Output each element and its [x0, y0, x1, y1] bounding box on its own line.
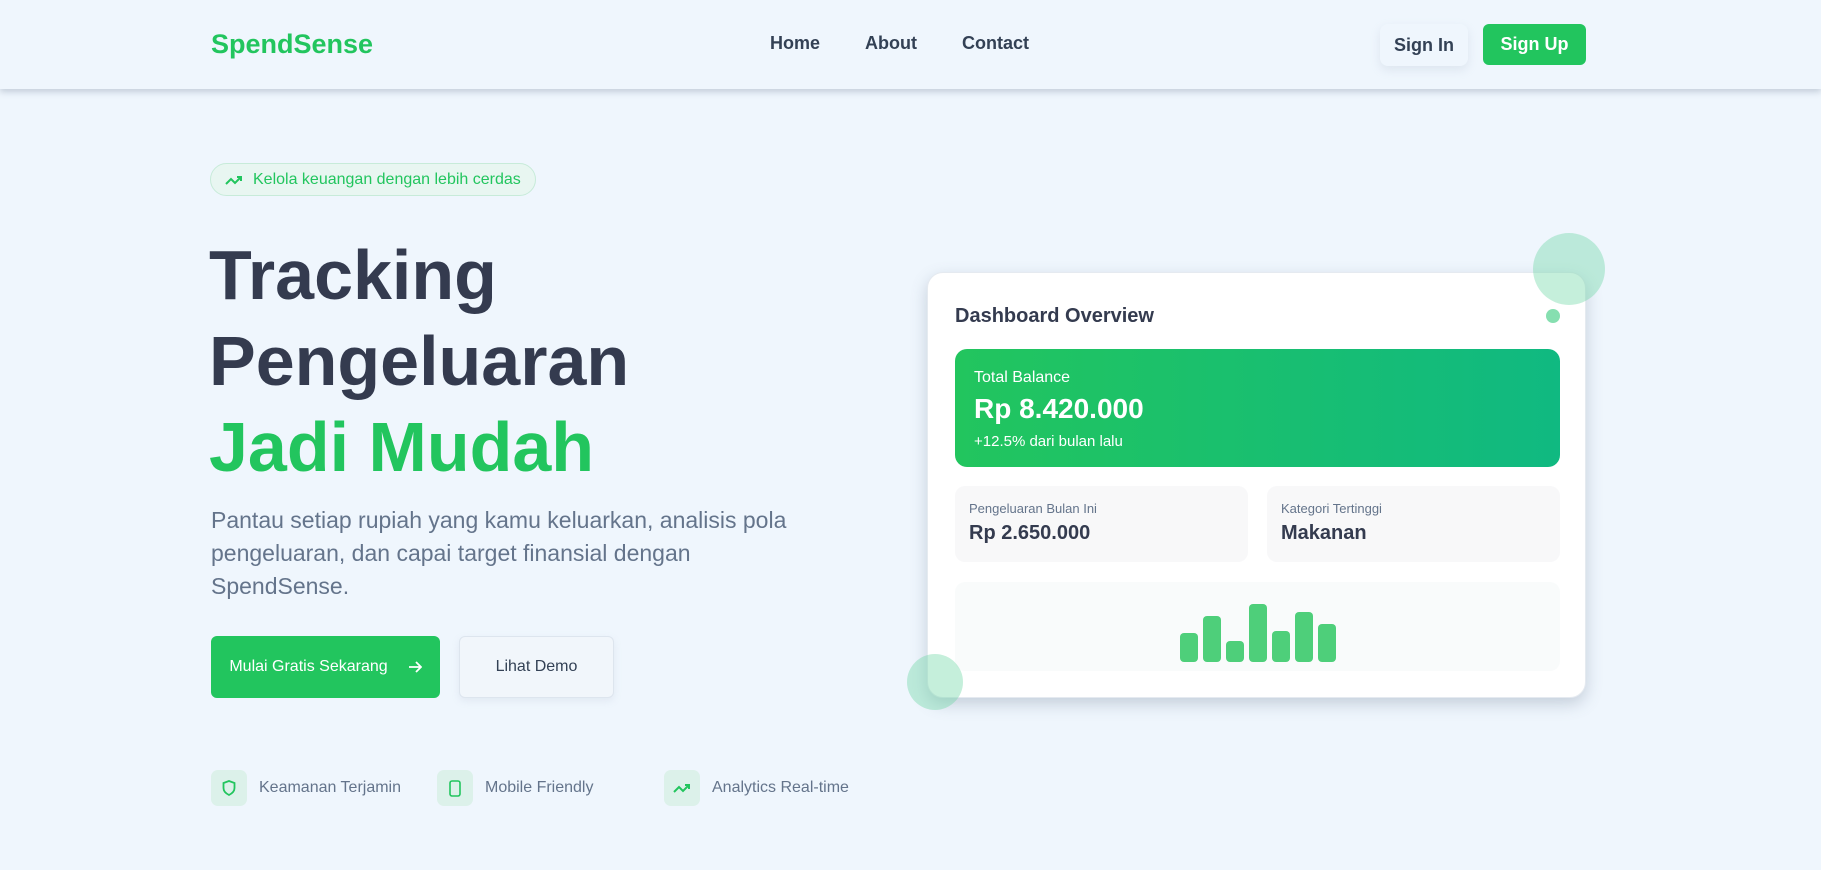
decorative-circle: [1533, 233, 1605, 305]
hero-title: Tracking Pengeluaran Jadi Mudah: [209, 232, 629, 490]
nav-contact[interactable]: Contact: [962, 33, 1029, 53]
start-free-button[interactable]: Mulai Gratis Sekarang: [211, 636, 440, 698]
balance-value: Rp 8.420.000: [974, 393, 1144, 424]
nav-home[interactable]: Home: [770, 33, 821, 53]
feature-label: Keamanan Terjamin: [259, 779, 402, 796]
mini-bar-chart: [955, 582, 1560, 671]
decorative-circle: [907, 654, 963, 710]
mini-chart-bar: [1294, 612, 1313, 662]
top-navbar: SpendSense Home About Contact Sign In Si…: [0, 0, 1821, 89]
view-demo-button[interactable]: Lihat Demo: [459, 636, 614, 698]
mini-chart-bar: [1317, 623, 1336, 662]
nav-links: Home About Contact: [770, 33, 1029, 54]
mini-chart-bar: [1225, 641, 1244, 662]
arrow-right-icon: [408, 661, 422, 673]
hero-badge: Kelola keuangan dengan lebih cerdas: [210, 163, 536, 196]
start-free-label: Mulai Gratis Sekarang: [229, 658, 388, 675]
nav-about[interactable]: About: [865, 33, 917, 53]
shield-icon: [211, 770, 247, 806]
logo[interactable]: SpendSense: [211, 29, 374, 59]
feature-label: Mobile Friendly: [485, 779, 594, 796]
sign-up-button[interactable]: Sign Up: [1483, 24, 1586, 65]
feature-security: Keamanan Terjamin: [211, 770, 401, 806]
mobile-icon: [437, 770, 473, 806]
total-balance-panel: Total Balance Rp 8.420.000 +12.5% dari b…: [955, 349, 1560, 467]
balance-change: +12.5% dari bulan lalu: [974, 433, 1123, 450]
mini-chart-bar: [1271, 630, 1290, 662]
dashboard-title: Dashboard Overview: [955, 305, 1154, 327]
feature-mobile: Mobile Friendly: [437, 770, 593, 806]
hero-title-line1: Tracking: [209, 236, 497, 314]
dashboard-preview-card: Dashboard Overview Total Balance Rp 8.42…: [927, 272, 1586, 698]
mini-chart-bar: [1248, 604, 1267, 662]
badge-text: Kelola keuangan dengan lebih cerdas: [253, 170, 521, 188]
top-category-box: Kategori Tertinggi Makanan: [1267, 486, 1560, 562]
feature-label: Analytics Real-time: [712, 779, 849, 796]
spending-value: Rp 2.650.000: [969, 522, 1091, 544]
mini-chart-bar: [1179, 633, 1198, 662]
spending-label: Pengeluaran Bulan Ini: [969, 501, 1097, 516]
status-dot: [1546, 309, 1560, 323]
hero-description: Pantau setiap rupiah yang kamu keluarkan…: [211, 507, 787, 599]
monthly-spending-box: Pengeluaran Bulan Ini Rp 2.650.000: [955, 486, 1248, 562]
mini-chart-bar: [1202, 615, 1221, 662]
hero-title-line2: Pengeluaran: [209, 322, 630, 400]
category-label: Kategori Tertinggi: [1281, 501, 1382, 516]
hero-title-highlight: Jadi Mudah: [209, 408, 595, 486]
trending-up-icon: [664, 770, 700, 806]
sign-in-button[interactable]: Sign In: [1380, 24, 1468, 66]
feature-analytics: Analytics Real-time: [664, 770, 849, 806]
trending-up-icon: [225, 175, 242, 185]
balance-label: Total Balance: [974, 369, 1071, 386]
category-value: Makanan: [1281, 522, 1367, 544]
